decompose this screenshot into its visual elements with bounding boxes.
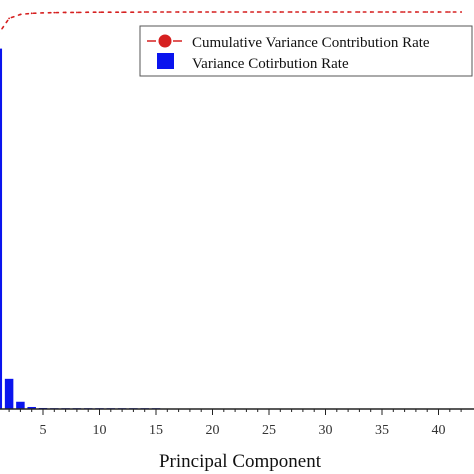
cumulative-point	[30, 12, 33, 15]
cumulative-point	[64, 11, 67, 14]
x-ticks: 5 10 15 20 25 30 35 40	[8, 409, 462, 438]
cumulative-point	[8, 17, 11, 20]
cumulative-point	[448, 11, 451, 13]
cumulative-point	[324, 11, 327, 13]
cumulative-point	[460, 11, 462, 13]
legend: Cumulative Variance Contribution Rate Va…	[139, 25, 473, 77]
cumulative-point	[109, 11, 112, 14]
cumulative-point	[302, 11, 304, 13]
x-tick-label: 30	[319, 423, 333, 438]
x-tick-label: 15	[149, 423, 163, 438]
legend-box	[139, 25, 473, 77]
cumulative-point	[177, 11, 180, 13]
cumulative-line	[0, 11, 462, 34]
x-axis-title: Principal Component	[159, 451, 322, 472]
cumulative-point	[268, 11, 270, 13]
cumulative-point	[42, 11, 44, 14]
cumulative-point	[76, 11, 78, 14]
x-tick-label: 20	[206, 423, 220, 438]
cumulative-point	[358, 11, 361, 13]
cumulative-point	[403, 11, 406, 13]
x-tick-label: 25	[262, 423, 276, 438]
cumulative-point	[53, 11, 56, 14]
x-tick-label: 35	[375, 423, 389, 438]
variance-bar	[16, 401, 25, 409]
cumulative-point	[290, 11, 293, 13]
legend-bar-marker	[157, 53, 174, 69]
legend-label-cumulative: Cumulative Variance Contribution Rate	[192, 35, 430, 51]
legend-label-variance: Variance Cotirbution Rate	[192, 56, 349, 72]
cumulative-point	[121, 11, 123, 14]
cumulative-point	[189, 11, 191, 13]
cumulative-point	[245, 11, 248, 13]
variance-bar	[27, 406, 36, 409]
variance-bar	[0, 48, 3, 410]
cumulative-point	[155, 11, 157, 13]
cumulative-point	[437, 11, 440, 13]
cumulative-point	[279, 11, 282, 13]
cumulative-point	[222, 11, 225, 13]
cumulative-point	[98, 11, 101, 14]
cumulative-point	[369, 11, 372, 13]
cumulative-point	[415, 11, 417, 13]
cumulative-point	[313, 11, 316, 13]
cumulative-point	[143, 11, 146, 13]
cumulative-point	[347, 11, 349, 13]
cumulative-point	[19, 13, 22, 16]
cumulative-line-layer	[0, 11, 462, 34]
cumulative-point	[381, 11, 383, 13]
cumulative-point	[256, 11, 259, 13]
cumulative-point	[166, 11, 169, 13]
cumulative-point	[200, 11, 203, 13]
cumulative-point	[335, 11, 338, 13]
cumulative-point	[392, 11, 395, 13]
x-tick-label: 5	[40, 423, 47, 438]
cumulative-point	[211, 11, 214, 13]
cumulative-point	[426, 11, 429, 13]
variance-bar	[4, 378, 14, 409]
cumulative-point	[132, 11, 135, 14]
legend-circle-marker	[158, 34, 172, 48]
x-tick-label: 40	[432, 423, 446, 438]
cumulative-point	[87, 11, 90, 14]
cumulative-point	[234, 11, 237, 13]
variance-bars	[0, 48, 161, 410]
x-tick-label: 10	[93, 423, 107, 438]
